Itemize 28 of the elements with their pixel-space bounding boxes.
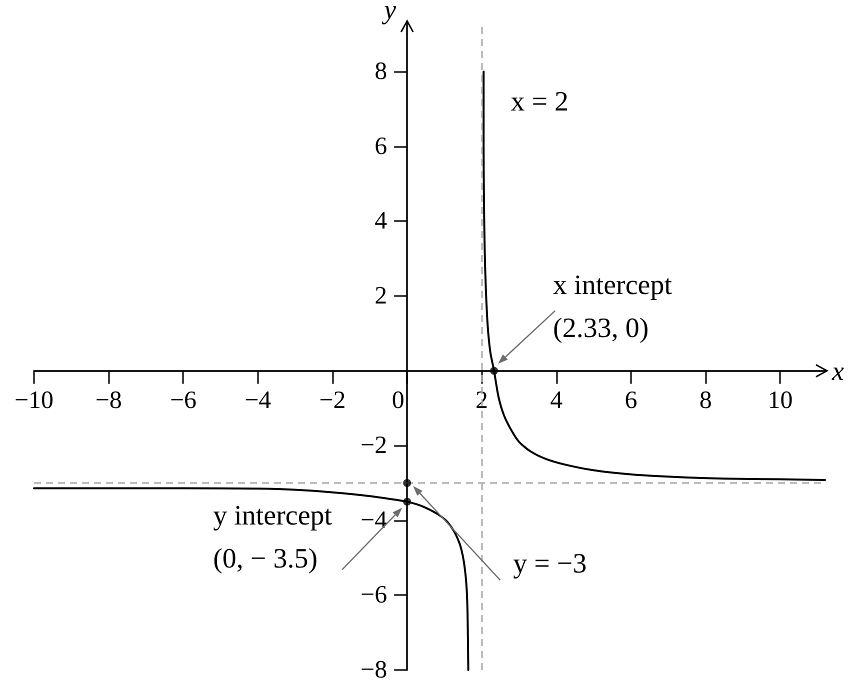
y-axis-title: y [381, 0, 396, 24]
x-tick-label: −4 [244, 386, 272, 414]
y-tick-label: −4 [360, 506, 388, 534]
x-tick-label: −8 [95, 386, 122, 414]
x-tick-label: −2 [319, 386, 346, 414]
x-tick-label: 2 [475, 386, 488, 414]
x-tick-label: 4 [550, 386, 564, 414]
y-tick-label: 6 [374, 132, 388, 160]
ref-line-label: x = 2 [510, 86, 569, 118]
x-axis-title: x [831, 356, 844, 386]
x-tick-label: −10 [14, 386, 54, 414]
annotation: y intercept (0, − 3.5) [213, 500, 332, 575]
point [403, 498, 412, 506]
y-tick-label: −8 [360, 656, 388, 684]
x-tick-label: 10 [768, 386, 793, 414]
point [403, 479, 412, 488]
y-tick-label: 8 [374, 58, 388, 86]
point [490, 366, 498, 375]
x-tick-label: 6 [624, 386, 638, 414]
y-tick-label: 2 [374, 282, 388, 310]
x-tick-label: 0 [392, 386, 404, 414]
x-tick-label: −6 [170, 386, 197, 414]
annotation: x intercept (2.33, 0) [553, 270, 672, 344]
x-tick-label: 8 [699, 386, 712, 414]
y-tick-label: 4 [374, 208, 388, 235]
y-tick-label: −2 [360, 432, 388, 460]
y-tick-label: −6 [360, 582, 388, 609]
ref-line-label: y = −3 [513, 548, 587, 580]
